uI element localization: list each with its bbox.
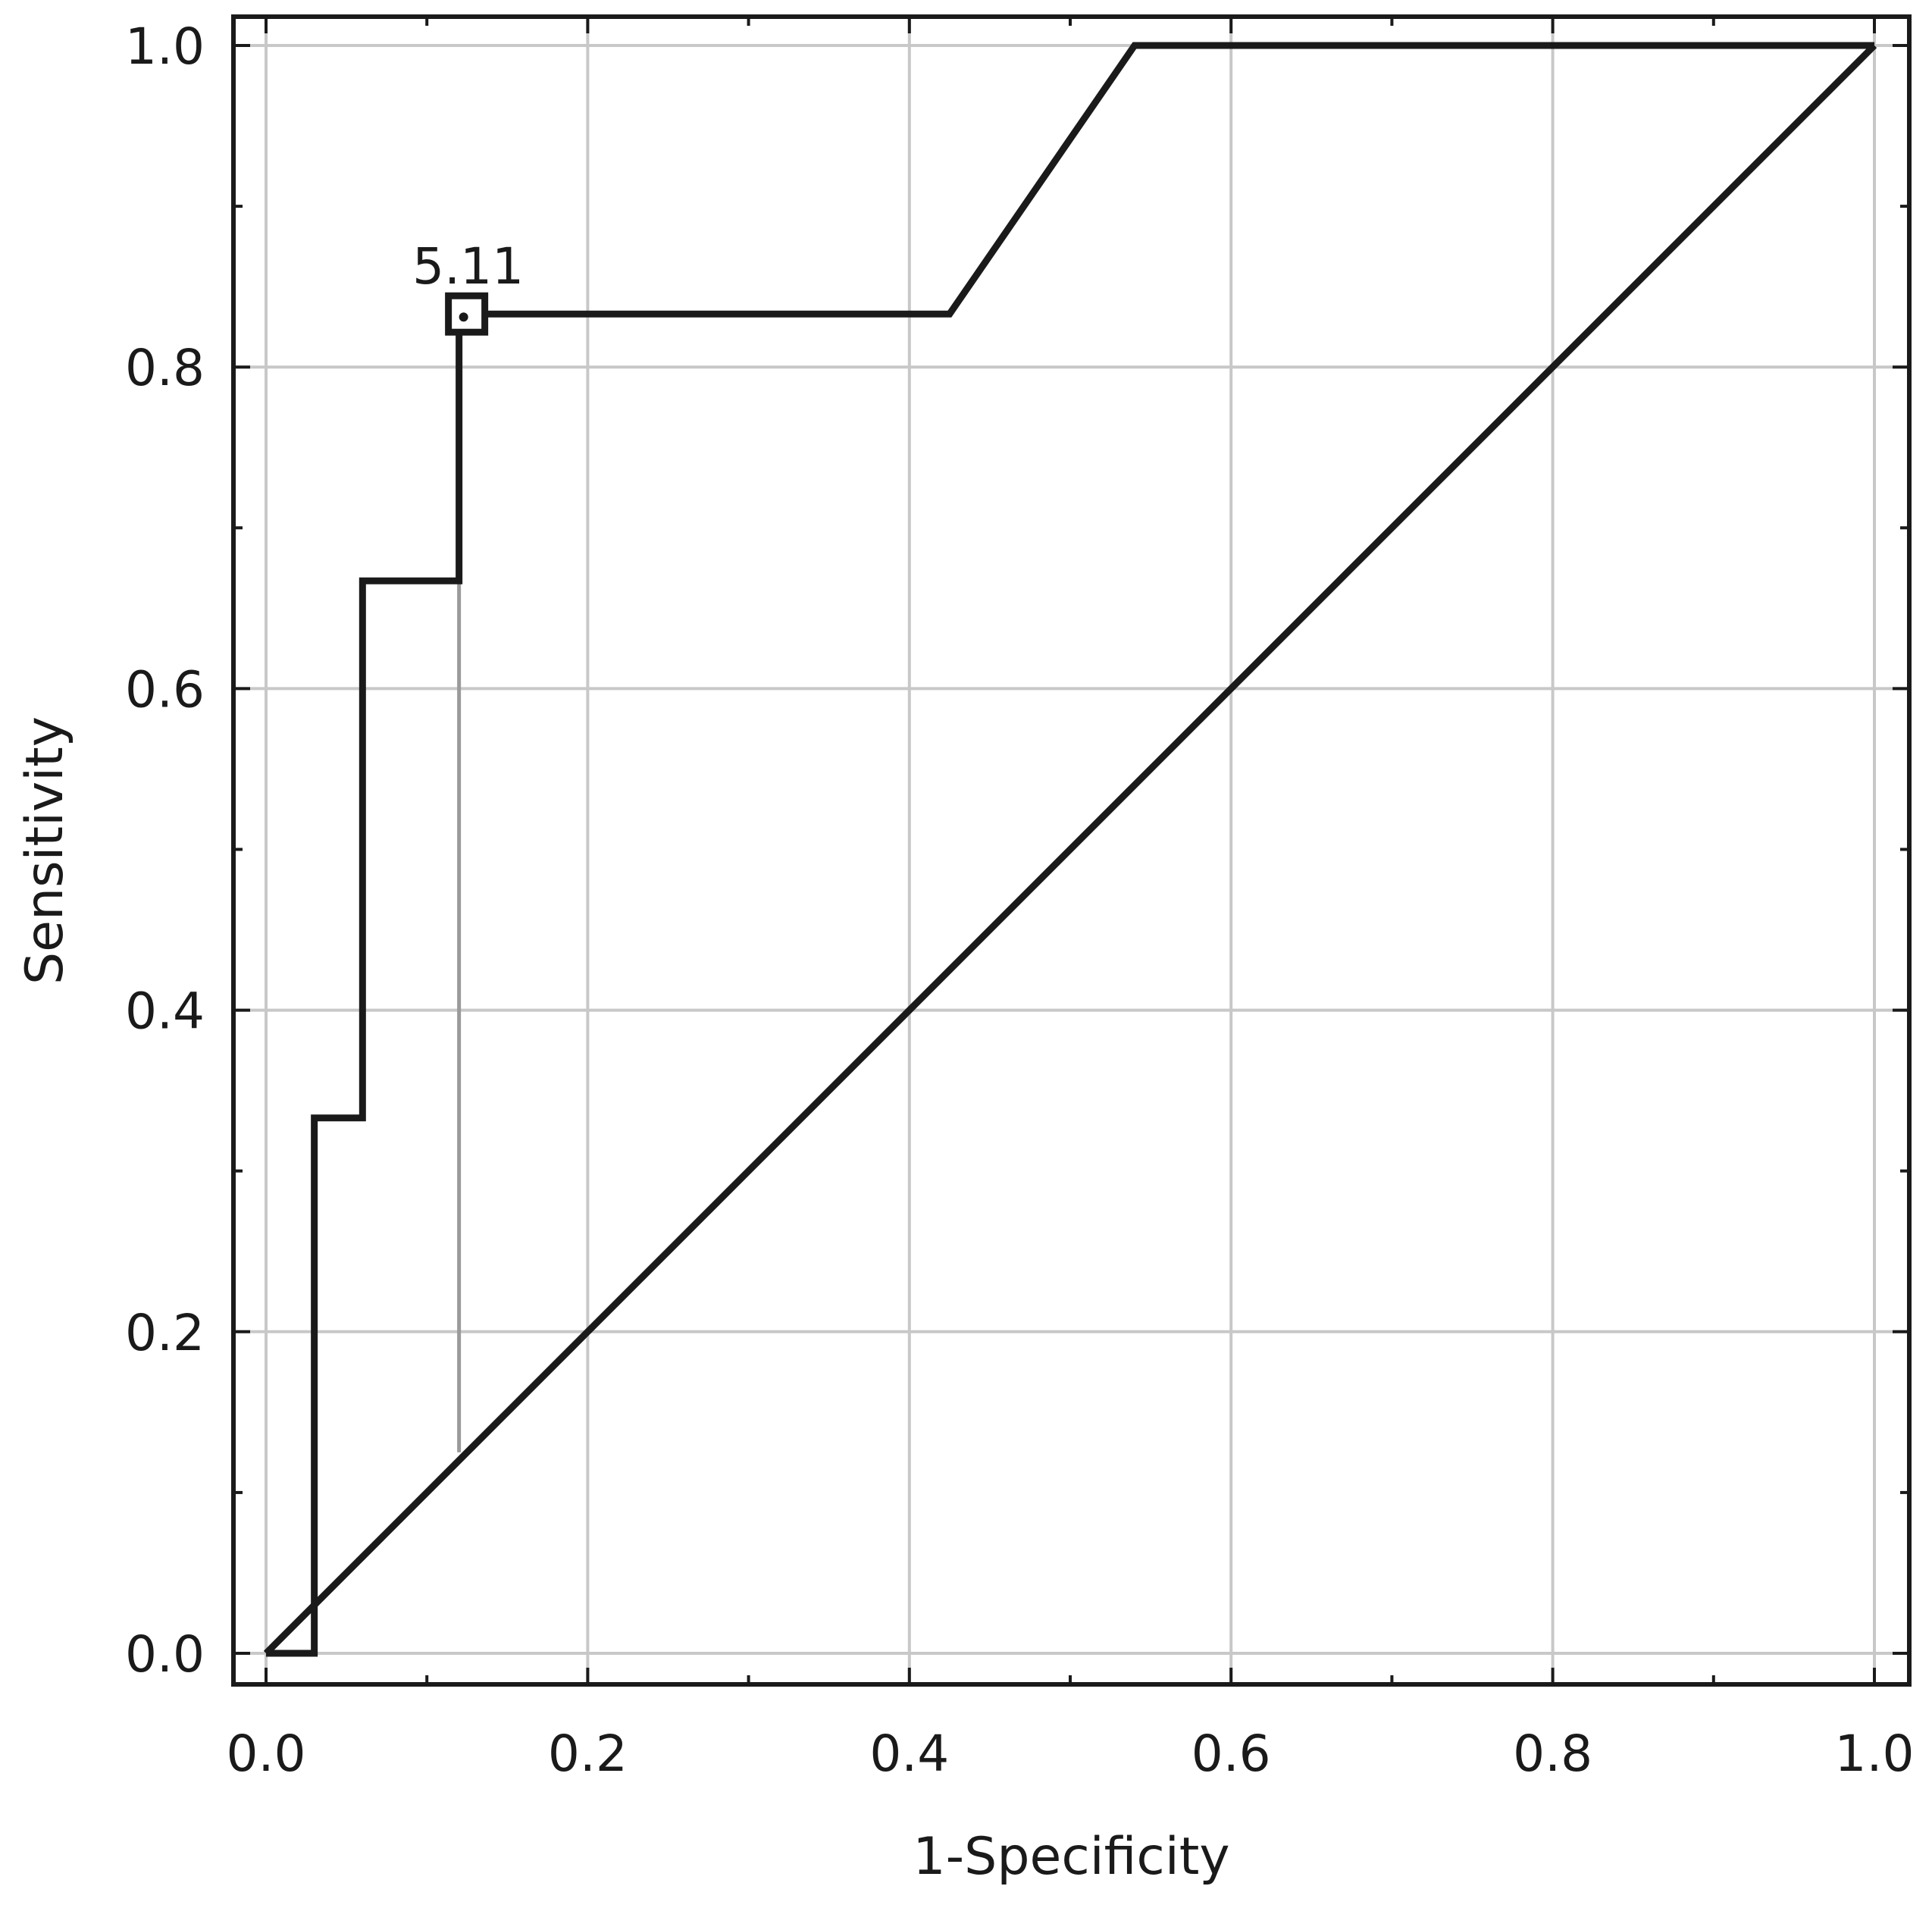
y-tick-label: 0.6 (125, 660, 205, 719)
x-tick-label: 1.0 (1835, 1725, 1915, 1783)
x-tick-label: 0.0 (227, 1725, 306, 1783)
x-tick-label: 0.6 (1191, 1725, 1271, 1783)
reference-diagonal-line (263, 42, 1877, 1656)
y-tick-label: 0.4 (125, 982, 205, 1041)
y-tick-label: 0.2 (125, 1304, 205, 1362)
roc-curve-line (266, 42, 1874, 1657)
y-tick-labels: 0.0 0.2 0.4 0.6 0.8 1.0 (125, 17, 205, 1684)
cutoff-label: 5.11 (412, 237, 524, 296)
x-axis-title: 1-Specificity (913, 1827, 1229, 1887)
y-axis-title: Sensitivity (15, 716, 75, 985)
cutoff-marker-dot (459, 312, 468, 322)
y-tick-label: 0.0 (125, 1625, 205, 1684)
grid-layer (233, 17, 1909, 1684)
x-tick-labels: 0.0 0.2 0.4 0.6 0.8 1.0 (227, 1725, 1915, 1783)
y-tick-label: 1.0 (125, 17, 205, 76)
x-tick-label: 0.8 (1513, 1725, 1592, 1783)
y-tick-label: 0.8 (125, 339, 205, 397)
x-tick-label: 0.2 (548, 1725, 628, 1783)
series-layer (263, 42, 1877, 1657)
marker-layer: 5.11 (412, 237, 524, 336)
tick-marks (233, 17, 1909, 1684)
x-tick-label: 0.4 (869, 1725, 949, 1783)
